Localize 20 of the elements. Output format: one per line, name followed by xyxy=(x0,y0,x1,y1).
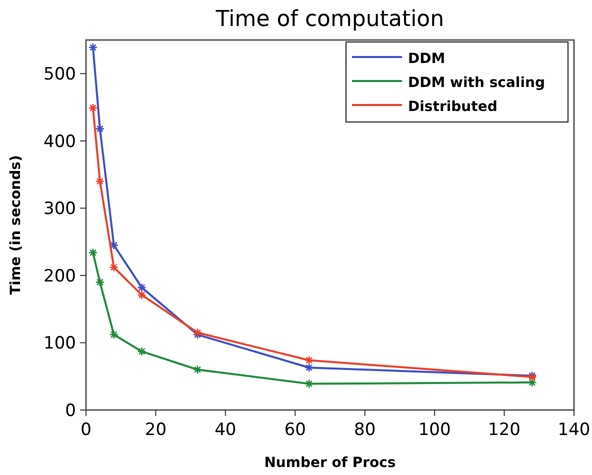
x-tick-label: 140 xyxy=(558,420,590,440)
legend-label: DDM xyxy=(408,51,446,67)
x-tick-label: 20 xyxy=(144,420,167,440)
x-tick-label: 0 xyxy=(80,420,92,440)
chart-title: Time of computation xyxy=(214,7,444,32)
x-tick-label: 40 xyxy=(214,420,236,440)
x-tick-label: 80 xyxy=(354,420,376,440)
y-tick-label: 200 xyxy=(44,266,76,286)
x-tick-label: 120 xyxy=(488,420,521,440)
x-axis-title: Number of Procs xyxy=(264,455,396,471)
x-tick-label: 100 xyxy=(418,420,451,440)
y-tick-label: 100 xyxy=(44,334,76,354)
y-tick-label: 300 xyxy=(44,199,76,220)
y-tick-label: 500 xyxy=(44,64,76,85)
legend-label: Distributed xyxy=(408,99,498,115)
x-tick-label: 60 xyxy=(284,420,306,440)
legend-label: DDM with scaling xyxy=(408,75,545,91)
y-tick-label: 0 xyxy=(65,401,76,421)
y-axis-title: Time (in seconds) xyxy=(8,155,24,295)
y-tick-label: 400 xyxy=(44,132,76,152)
